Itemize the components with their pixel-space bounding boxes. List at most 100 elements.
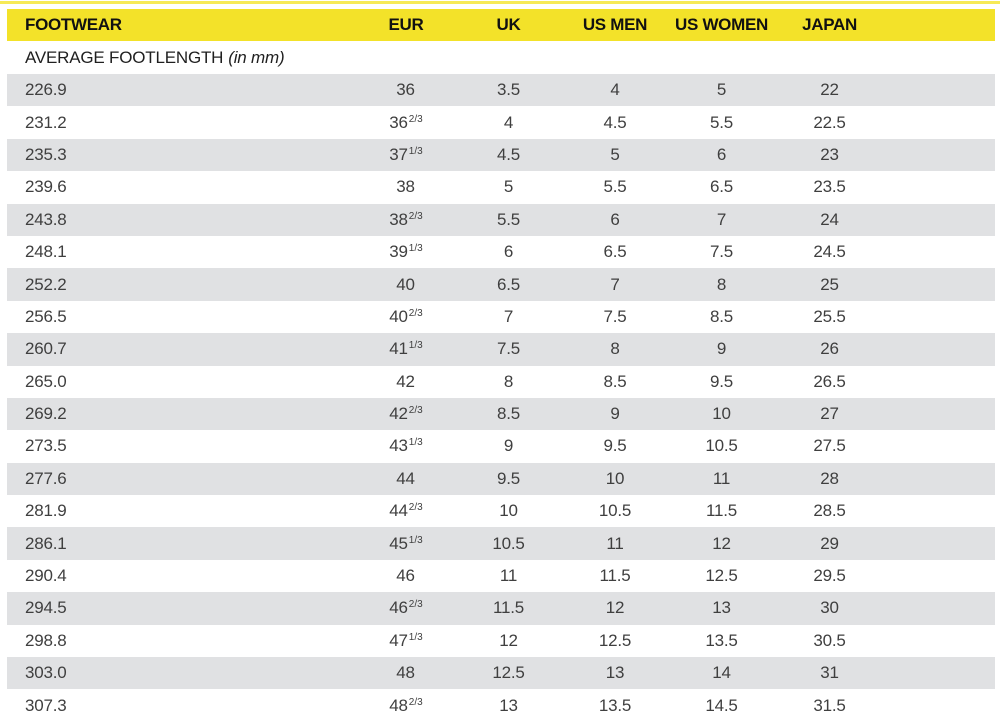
cell-us-women: 9.5	[670, 365, 773, 398]
cell-us-men: 10	[560, 462, 670, 496]
cell-us-men: 4	[560, 74, 670, 107]
table-row: 294.5 462/3 11.5 12 13 30	[7, 592, 995, 625]
cell-footlength: 252.2	[7, 268, 355, 301]
cell-japan: 23.5	[773, 171, 886, 204]
table-row: 226.9 36 3.5 4 5 22	[7, 74, 995, 107]
cell-japan: 26.5	[773, 365, 886, 398]
column-header-us-women: US WOMEN	[670, 9, 773, 41]
cell-us-men: 11	[560, 527, 670, 560]
cell-uk: 3.5	[457, 74, 560, 107]
cell-japan: 29.5	[773, 559, 886, 593]
cell-eur: 362/3	[355, 106, 457, 139]
cell-japan: 30.5	[773, 624, 886, 658]
eur-base: 38	[389, 209, 408, 229]
cell-japan: 28.5	[773, 495, 886, 528]
subheader-cell: AVERAGE FOOTLENGTH (in mm)	[7, 41, 995, 74]
table-row: 260.7 411/3 7.5 8 9 26	[7, 333, 995, 366]
eur-fraction: 2/3	[408, 113, 423, 125]
eur-base: 48	[389, 695, 408, 715]
cell-footlength: 235.3	[7, 138, 355, 172]
cell-us-women: 10	[670, 397, 773, 431]
cell-footlength: 260.7	[7, 333, 355, 366]
cell-japan: 27	[773, 397, 886, 431]
cell-eur: 44	[355, 462, 457, 496]
cell-us-women: 5	[670, 74, 773, 107]
cell-filler	[886, 397, 995, 431]
eur-fraction: 1/3	[408, 534, 423, 546]
cell-eur: 38	[355, 171, 457, 204]
table-row: 243.8 382/3 5.5 6 7 24	[7, 203, 995, 236]
cell-us-women: 6	[670, 138, 773, 172]
cell-us-women: 7.5	[670, 235, 773, 269]
eur-base: 46	[389, 598, 408, 618]
cell-footlength: 239.6	[7, 171, 355, 204]
subheader-unit: (in mm)	[228, 47, 285, 67]
eur-fraction: 1/3	[408, 631, 423, 643]
table-row: 277.6 44 9.5 10 11 28	[7, 462, 995, 496]
size-conversion-table: FOOTWEAR EUR UK US MEN US WOMEN JAPAN AV…	[7, 9, 995, 722]
cell-uk: 4	[457, 106, 560, 139]
cell-filler	[886, 624, 995, 658]
cell-eur: 46	[355, 559, 457, 593]
cell-uk: 12.5	[457, 657, 560, 690]
eur-base: 40	[389, 306, 408, 326]
cell-footlength: 277.6	[7, 462, 355, 496]
eur-base: 36	[389, 112, 408, 132]
cell-filler	[886, 235, 995, 269]
cell-footlength: 256.5	[7, 300, 355, 334]
eur-fraction: 2/3	[408, 210, 423, 222]
cell-us-men: 13	[560, 657, 670, 690]
cell-filler	[886, 657, 995, 690]
cell-us-women: 13.5	[670, 624, 773, 658]
cell-uk: 13	[457, 689, 560, 722]
table-row: 265.0 42 8 8.5 9.5 26.5	[7, 365, 995, 398]
cell-us-women: 7	[670, 203, 773, 236]
table-row: 231.2 362/3 4 4.5 5.5 22.5	[7, 106, 995, 139]
cell-footlength: 265.0	[7, 365, 355, 398]
cell-eur: 462/3	[355, 592, 457, 625]
eur-base: 42	[389, 404, 408, 424]
cell-footlength: 307.3	[7, 689, 355, 722]
table-row: 256.5 402/3 7 7.5 8.5 25.5	[7, 300, 995, 334]
cell-uk: 8	[457, 365, 560, 398]
eur-fraction: 2/3	[408, 502, 423, 514]
cell-japan: 27.5	[773, 430, 886, 463]
column-header-eur: EUR	[355, 9, 457, 41]
cell-uk: 10.5	[457, 527, 560, 560]
cell-japan: 25	[773, 268, 886, 301]
cell-japan: 22.5	[773, 106, 886, 139]
cell-filler	[886, 300, 995, 334]
cell-eur: 431/3	[355, 430, 457, 463]
cell-filler	[886, 171, 995, 204]
table-row: 252.2 40 6.5 7 8 25	[7, 268, 995, 301]
cell-japan: 29	[773, 527, 886, 560]
cell-eur: 402/3	[355, 300, 457, 334]
eur-fraction: 1/3	[408, 340, 423, 352]
cell-eur: 442/3	[355, 495, 457, 528]
table-row: 290.4 46 11 11.5 12.5 29.5	[7, 559, 995, 593]
column-header-filler	[886, 9, 995, 41]
column-header-japan: JAPAN	[773, 9, 886, 41]
cell-japan: 30	[773, 592, 886, 625]
cell-us-women: 9	[670, 333, 773, 366]
cell-filler	[886, 74, 995, 107]
cell-us-men: 12	[560, 592, 670, 625]
cell-us-men: 10.5	[560, 495, 670, 528]
cell-uk: 8.5	[457, 397, 560, 431]
cell-us-men: 4.5	[560, 106, 670, 139]
cell-uk: 11.5	[457, 592, 560, 625]
cell-footlength: 243.8	[7, 203, 355, 236]
cell-uk: 9	[457, 430, 560, 463]
eur-base: 41	[389, 339, 408, 359]
cell-us-men: 13.5	[560, 689, 670, 722]
cell-us-men: 6.5	[560, 235, 670, 269]
cell-footlength: 248.1	[7, 235, 355, 269]
table-row: 298.8 471/3 12 12.5 13.5 30.5	[7, 624, 995, 658]
cell-footlength: 226.9	[7, 74, 355, 107]
cell-us-women: 12.5	[670, 559, 773, 593]
cell-us-women: 5.5	[670, 106, 773, 139]
cell-filler	[886, 559, 995, 593]
cell-us-men: 9	[560, 397, 670, 431]
column-header-footwear: FOOTWEAR	[7, 9, 355, 41]
cell-us-men: 11.5	[560, 559, 670, 593]
